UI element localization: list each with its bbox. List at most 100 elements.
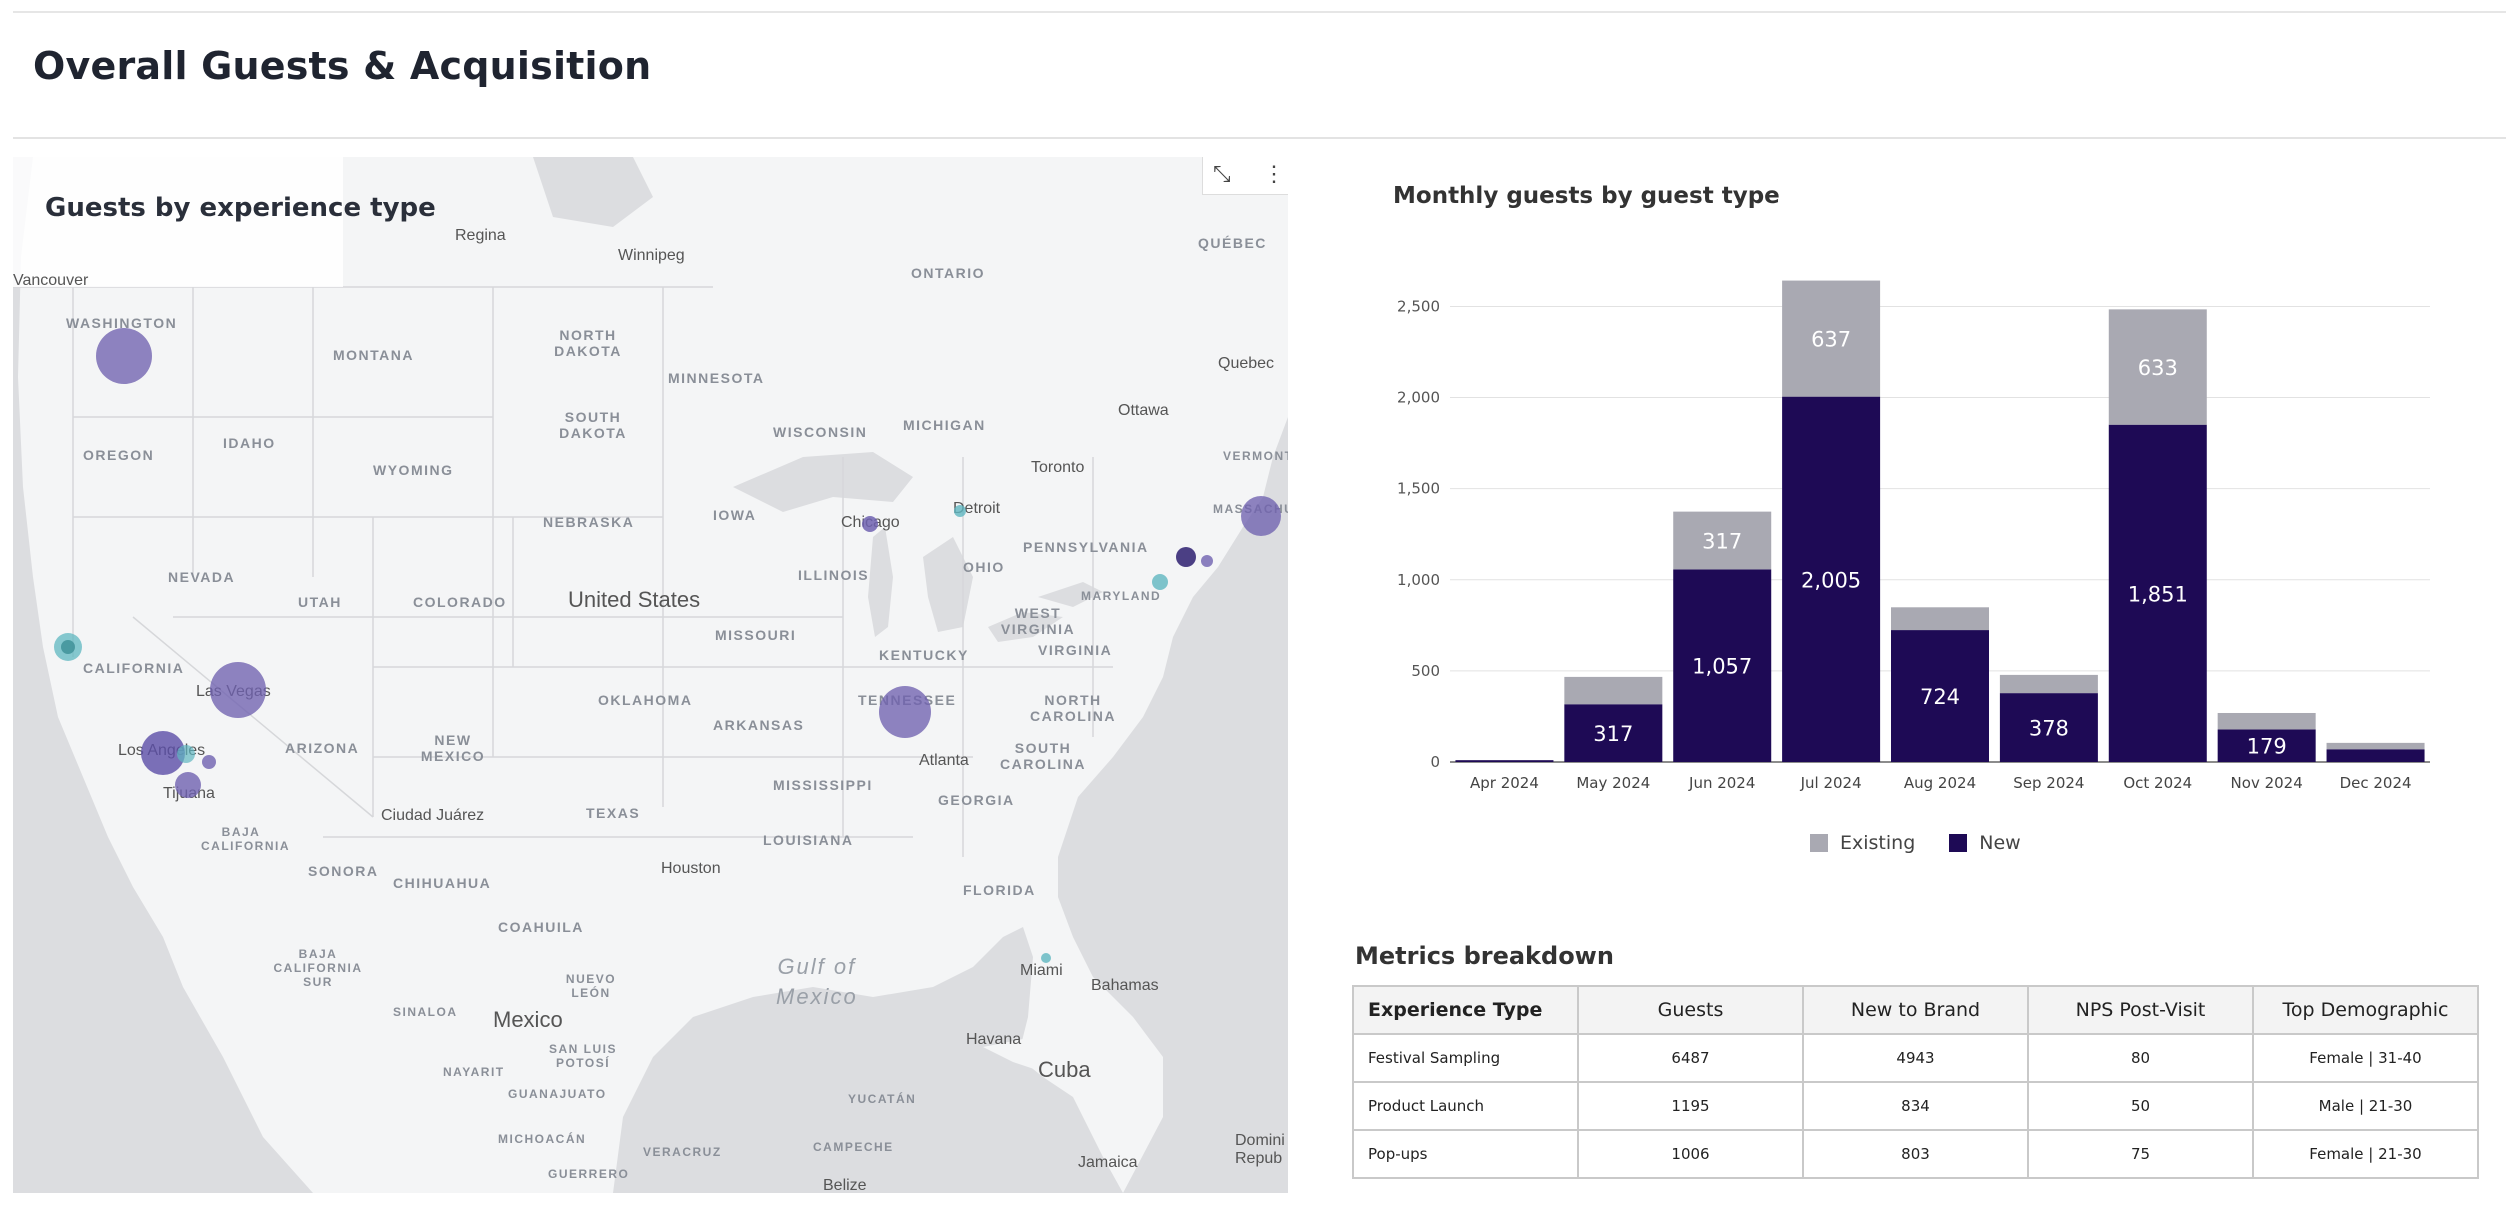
y-tick-label: 1,000 bbox=[1397, 571, 1440, 589]
table-cell: Female | 21-30 bbox=[2252, 1129, 2479, 1179]
page-title: Overall Guests & Acquisition bbox=[33, 44, 652, 88]
country-label: United States bbox=[568, 587, 701, 612]
table-cell: Female | 31-40 bbox=[2252, 1033, 2479, 1083]
table-cell: 4943 bbox=[1802, 1033, 2029, 1083]
column-header: Top Demographic bbox=[2252, 985, 2479, 1035]
legend-label-existing: Existing bbox=[1840, 832, 1916, 854]
country-label: Mexico bbox=[493, 1007, 563, 1032]
state-label: MISSOURI bbox=[715, 627, 797, 643]
x-tick-label: Sep 2024 bbox=[2013, 774, 2084, 792]
state-label: SOUTH DAKOTA bbox=[559, 409, 627, 441]
city-label: Havana bbox=[966, 1031, 1022, 1048]
state-label: MINNESOTA bbox=[668, 370, 765, 386]
city-label: Tijuana bbox=[163, 785, 215, 802]
city-label: Detroit bbox=[953, 500, 1001, 517]
data-label-new: 317 bbox=[1593, 722, 1633, 746]
city-label: Winnipeg bbox=[618, 247, 685, 264]
legend-item-new[interactable]: New bbox=[1949, 832, 2021, 854]
bar-new bbox=[1999, 693, 2098, 762]
state-label: WYOMING bbox=[373, 462, 454, 478]
table-cell: 834 bbox=[1802, 1081, 2029, 1131]
state-label: COLORADO bbox=[413, 594, 507, 610]
data-label-new: 724 bbox=[1920, 685, 1960, 709]
state-label: OREGON bbox=[83, 447, 155, 463]
state-label: VIRGINIA bbox=[1038, 642, 1113, 658]
state-label: ILLINOIS bbox=[798, 567, 870, 583]
state-label: ARKANSAS bbox=[713, 717, 805, 733]
country-label: Cuba bbox=[1038, 1057, 1091, 1082]
mx-state-label: CHIHUAHUA bbox=[393, 875, 492, 891]
state-label: IOWA bbox=[713, 507, 757, 523]
guests-map[interactable]: Guests by experience type ⤡ ⋮ WASHINGTON… bbox=[13, 157, 1288, 1193]
table-cell: Male | 21-30 bbox=[2252, 1081, 2479, 1131]
table-cell: 6487 bbox=[1577, 1033, 1804, 1083]
data-label-existing: 637 bbox=[1811, 328, 1851, 352]
column-header: New to Brand bbox=[1802, 985, 2029, 1035]
data-label-new: 1,851 bbox=[2128, 582, 2188, 606]
state-label: PENNSYLVANIA bbox=[1023, 539, 1149, 555]
x-tick-label: May 2024 bbox=[1576, 774, 1650, 792]
state-label: MISSISSIPPI bbox=[773, 777, 873, 793]
table-row: Pop-ups 1006 803 75 Female | 21-30 bbox=[1352, 1129, 2479, 1179]
bar-new bbox=[2326, 749, 2425, 762]
mx-state-label: SONORA bbox=[308, 863, 379, 879]
metrics-title: Metrics breakdown bbox=[1355, 942, 1614, 970]
column-header: Guests bbox=[1577, 985, 1804, 1035]
table-header-row: Experience Type Guests New to Brand NPS … bbox=[1352, 985, 2479, 1035]
city-label: Jamaica bbox=[1078, 1154, 1138, 1171]
x-tick-label: Oct 2024 bbox=[2123, 774, 2192, 792]
x-tick-label: Dec 2024 bbox=[2340, 774, 2412, 792]
top-divider bbox=[13, 11, 2506, 13]
y-tick-label: 0 bbox=[1430, 753, 1440, 771]
data-label-new: 179 bbox=[2247, 735, 2287, 759]
data-label-new: 2,005 bbox=[1801, 568, 1861, 592]
city-label: Domini Repub bbox=[1235, 1132, 1285, 1167]
bar-new bbox=[1782, 396, 1881, 762]
state-label: KENTUCKY bbox=[879, 647, 969, 663]
mx-state-label: VERACRUZ bbox=[643, 1145, 722, 1159]
map-title: Guests by experience type bbox=[45, 193, 436, 223]
water-label-line: Gulf of bbox=[777, 954, 857, 979]
bar-new bbox=[1891, 630, 1989, 762]
city-label: Quebec bbox=[1218, 355, 1275, 372]
data-label-existing: 633 bbox=[2138, 356, 2178, 380]
chart-title: Monthly guests by guest type bbox=[1393, 183, 1780, 209]
mx-state-label: NUEVO LEÓN bbox=[565, 972, 617, 1000]
city-label: Bahamas bbox=[1091, 977, 1159, 994]
mx-state-label: MICHOACÁN bbox=[498, 1132, 587, 1146]
state-label: NEBRASKA bbox=[543, 514, 635, 530]
mx-state-label: GUERRERO bbox=[548, 1167, 630, 1181]
state-label: VERMONT bbox=[1223, 449, 1288, 463]
city-label: Belize bbox=[823, 1177, 867, 1193]
state-label: TENNESSEE bbox=[858, 692, 957, 708]
legend-item-existing[interactable]: Existing bbox=[1810, 832, 1915, 854]
mx-state-label: SAN LUIS POTOSÍ bbox=[548, 1042, 617, 1070]
column-header: NPS Post-Visit bbox=[2027, 985, 2254, 1035]
bar-existing bbox=[1564, 676, 1663, 705]
bar-existing bbox=[1673, 511, 1772, 570]
city-label: Vancouver bbox=[13, 272, 89, 289]
city-label: Regina bbox=[455, 227, 506, 244]
table-row: Product Launch 1195 834 50 Male | 21-30 bbox=[1352, 1081, 2479, 1131]
y-tick-label: 1,500 bbox=[1397, 480, 1440, 498]
expand-icon[interactable]: ⤡ bbox=[1213, 161, 1231, 186]
state-label: FLORIDA bbox=[963, 882, 1036, 898]
data-label-new: 1,057 bbox=[1692, 655, 1752, 679]
more-vertical-icon[interactable]: ⋮ bbox=[1263, 161, 1285, 186]
state-label: WEST VIRGINIA bbox=[1000, 605, 1076, 637]
y-tick-label: 2,500 bbox=[1397, 297, 1440, 315]
city-label: Toronto bbox=[1031, 459, 1085, 476]
map-controls: ⤡ ⋮ bbox=[1202, 157, 1288, 195]
bar-existing bbox=[2217, 712, 2316, 730]
state-label: WASHINGTON bbox=[66, 315, 178, 331]
bar-new bbox=[2108, 424, 2207, 762]
y-tick-label: 2,000 bbox=[1397, 389, 1440, 407]
water-label: Gulf of Mexico bbox=[776, 952, 858, 1012]
y-tick-label: 500 bbox=[1411, 662, 1440, 680]
state-label: MASSACHUSETTS bbox=[1213, 502, 1288, 516]
province-label: QUÉBEC bbox=[1198, 235, 1267, 251]
state-label: OHIO bbox=[963, 559, 1005, 575]
legend-swatch-existing bbox=[1810, 834, 1828, 852]
water-label-line: Mexico bbox=[776, 984, 858, 1009]
bar-existing bbox=[1891, 607, 1989, 631]
